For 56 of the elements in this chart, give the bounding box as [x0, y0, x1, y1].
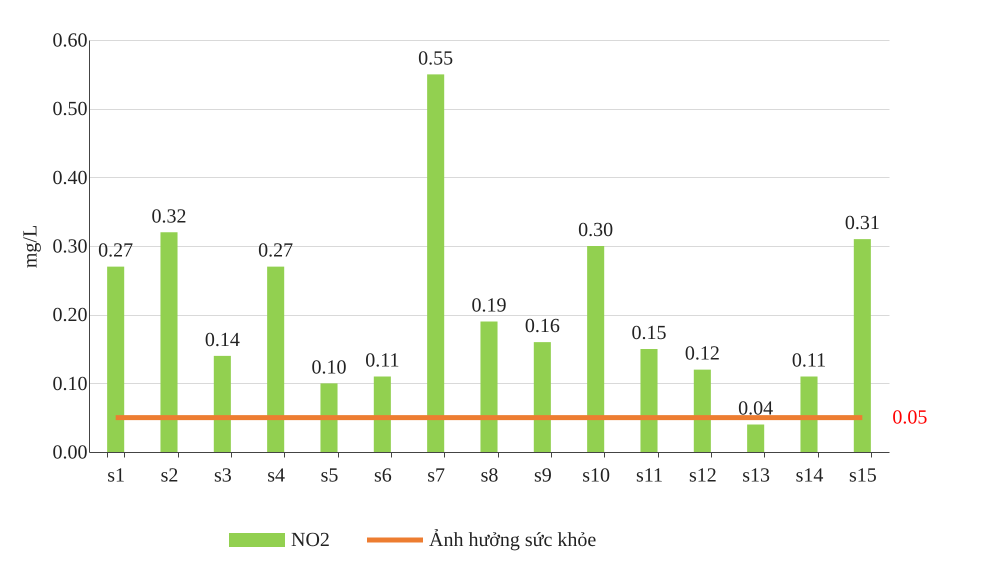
data-label: 0.55 [418, 47, 454, 70]
data-label: 0.19 [472, 294, 506, 317]
y-tick-label: 0.40 [52, 166, 88, 189]
bar [800, 376, 818, 452]
bar [107, 266, 124, 452]
data-label: 0.32 [152, 205, 186, 228]
data-label: 0.04 [738, 398, 774, 420]
bar [747, 424, 764, 452]
x-tick-label: s7 [427, 464, 446, 486]
x-tick-label: s9 [534, 464, 552, 486]
data-label: 0.11 [792, 349, 826, 372]
x-tick-label: s11 [636, 464, 664, 486]
x-tick-label: s10 [582, 464, 610, 486]
y-axis-title: mg/L [20, 224, 42, 268]
legend-label: NO2 [291, 529, 330, 551]
y-tick-label: 0.30 [52, 236, 88, 258]
y-tick-label: 0.50 [52, 98, 88, 120]
x-tick-label: s6 [374, 464, 392, 486]
x-tick-label: s2 [160, 464, 178, 486]
x-tick-label: s8 [480, 464, 498, 486]
bar [427, 74, 444, 452]
data-label: 0.14 [204, 328, 240, 351]
bar [267, 266, 284, 452]
data-label: 0.27 [98, 240, 134, 262]
x-tick-label: s3 [214, 464, 232, 486]
data-label: 0.05 [892, 406, 928, 429]
x-tick-label: s14 [796, 464, 824, 486]
legend-label: Ảnh hưởng sức khỏe [429, 528, 596, 551]
bar [854, 239, 871, 452]
y-tick-label: 0.60 [52, 30, 88, 52]
bar [320, 383, 338, 452]
x-tick-label: s15 [848, 464, 877, 486]
bar [694, 370, 711, 452]
x-tick-label: s1 [107, 464, 126, 486]
data-label: 0.30 [578, 219, 614, 241]
y-tick-label: 0.20 [52, 304, 88, 326]
data-label: 0.11 [365, 349, 400, 372]
x-tick-label: s12 [688, 464, 717, 486]
bar [214, 356, 231, 452]
bar [160, 232, 178, 452]
data-label: 0.31 [844, 212, 880, 234]
bar [480, 322, 498, 452]
data-label: 0.15 [632, 322, 666, 344]
bar [374, 376, 391, 452]
data-label: 0.12 [684, 342, 720, 365]
x-tick-label: s13 [742, 464, 770, 486]
bar [640, 349, 658, 452]
data-label: 0.27 [258, 240, 294, 262]
x-tick-label: s5 [320, 464, 338, 486]
bar [534, 342, 551, 452]
x-tick-label: s4 [267, 464, 286, 486]
y-tick-label: 0.10 [52, 372, 88, 395]
y-tick-label: 0.00 [52, 442, 88, 464]
bar [587, 246, 604, 452]
data-label: 0.10 [312, 356, 346, 378]
data-label: 0.16 [524, 315, 560, 338]
